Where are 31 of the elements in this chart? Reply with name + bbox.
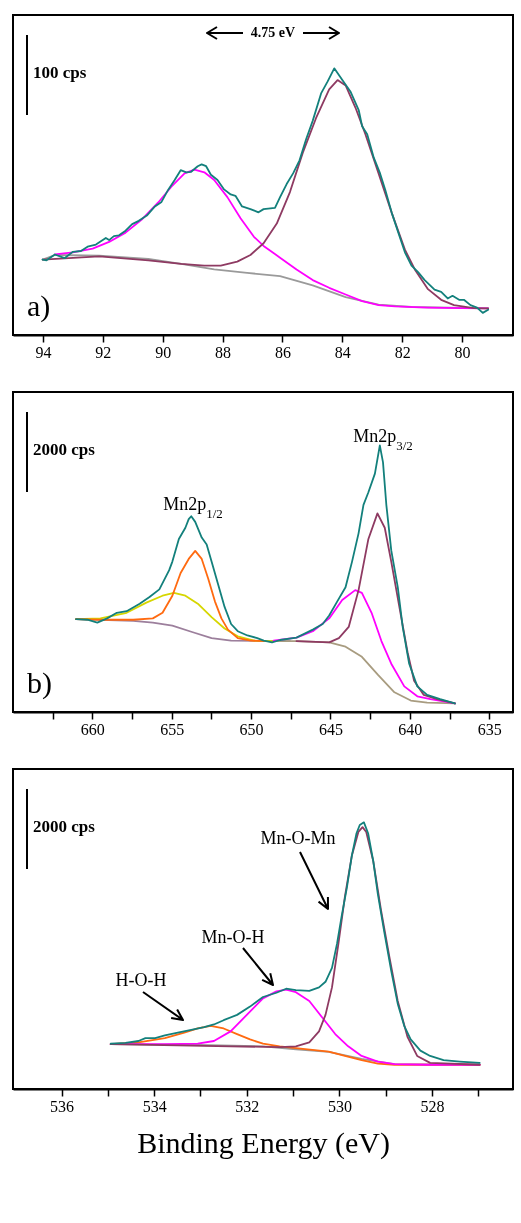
- x-tick-label: 88: [215, 343, 232, 361]
- x-tick-label: 534: [142, 1097, 167, 1115]
- x-tick-label: 532: [235, 1097, 260, 1115]
- annotation: Mn2p$_{1/2}$: [163, 494, 223, 521]
- annotation: Mn2p$_{3/2}$: [353, 426, 413, 453]
- x-tick-label: 655: [160, 720, 185, 738]
- x-tick-label: 650: [239, 720, 264, 738]
- x-tick-label: 86: [274, 343, 291, 361]
- x-axis-title: Binding Energy (eV): [137, 1125, 390, 1160]
- x-tick-label: 645: [318, 720, 343, 738]
- x-tick-label: 635: [477, 720, 502, 738]
- annotation: Mn-O-Mn: [260, 828, 336, 848]
- x-tick-label: 530: [327, 1097, 352, 1115]
- annotation: b): [27, 666, 52, 700]
- annotation: 2000 cps: [33, 440, 96, 459]
- x-tick-label: 536: [50, 1097, 75, 1115]
- annotation: H-O-H: [115, 970, 167, 990]
- annotation: 2000 cps: [33, 817, 96, 836]
- x-tick-label: 84: [334, 343, 351, 361]
- x-tick-label: 92: [95, 343, 112, 361]
- annotation: a): [27, 289, 51, 323]
- text: 4.75 eV: [250, 25, 296, 40]
- x-tick-label: 80: [454, 343, 471, 361]
- x-tick-label: 90: [155, 343, 172, 361]
- annotation: Mn-O-H: [201, 927, 265, 947]
- x-tick-label: 660: [80, 720, 105, 738]
- annotation: 100 cps: [33, 63, 87, 82]
- x-tick-label: 82: [394, 343, 411, 361]
- x-tick-label: 94: [35, 343, 52, 361]
- x-tick-label: 528: [420, 1097, 445, 1115]
- x-tick-label: 640: [398, 720, 423, 738]
